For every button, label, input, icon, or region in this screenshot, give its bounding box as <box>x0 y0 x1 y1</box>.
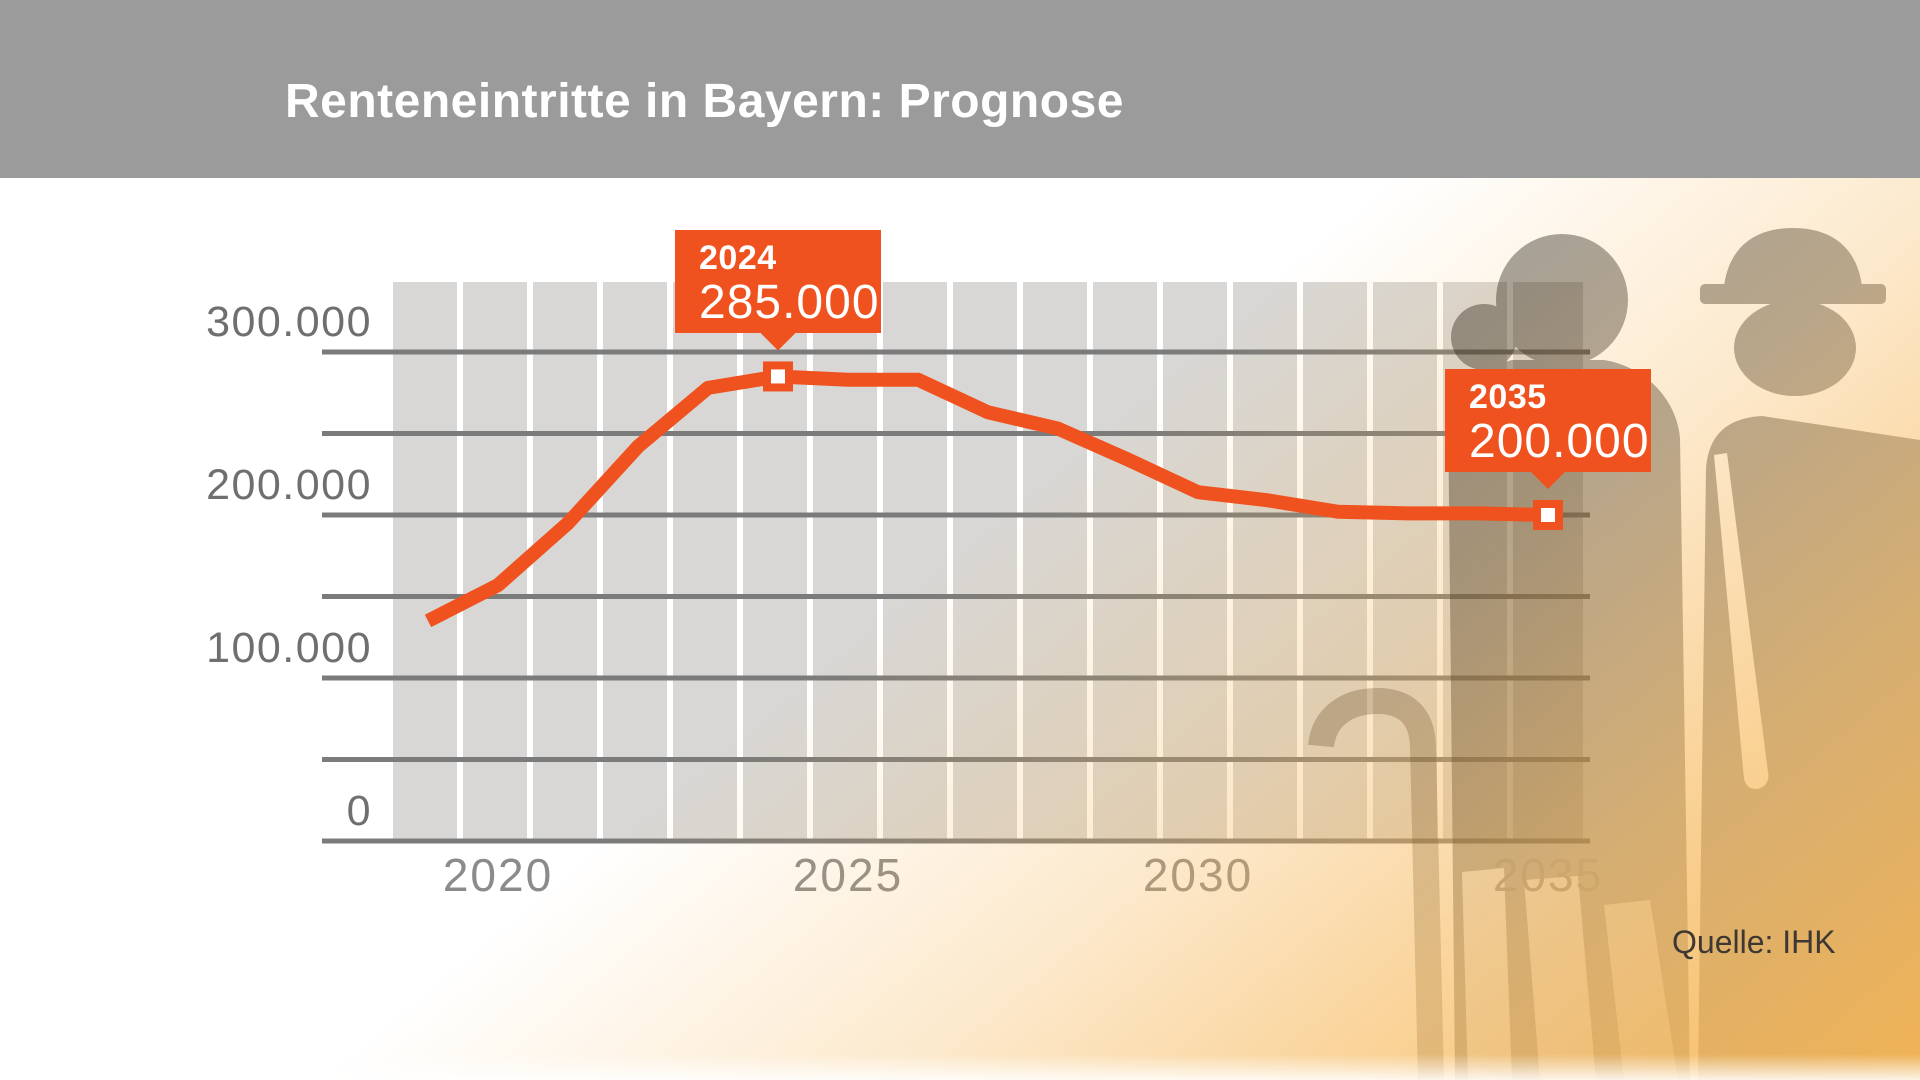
source-label: Quelle: IHK <box>1672 924 1836 960</box>
header-bar: Renteneintritte in Bayern: Prognose <box>0 0 1920 178</box>
bottom-fade <box>0 1054 1920 1080</box>
callout-2035: 2035 200.000 <box>1445 369 1651 472</box>
callout-2024-value: 285.000 <box>699 276 880 330</box>
forecast-line <box>424 369 1549 628</box>
callout-2024: 2024 285.000 <box>675 230 881 334</box>
callout-2035-value: 200.000 <box>1469 415 1650 468</box>
page-title: Renteneintritte in Bayern: Prognose <box>285 75 1124 128</box>
callout-2024-year: 2024 <box>699 239 777 278</box>
data-point-markers <box>763 361 1563 530</box>
callout-2035-year: 2035 <box>1469 378 1547 416</box>
callout-tails <box>759 331 1567 489</box>
